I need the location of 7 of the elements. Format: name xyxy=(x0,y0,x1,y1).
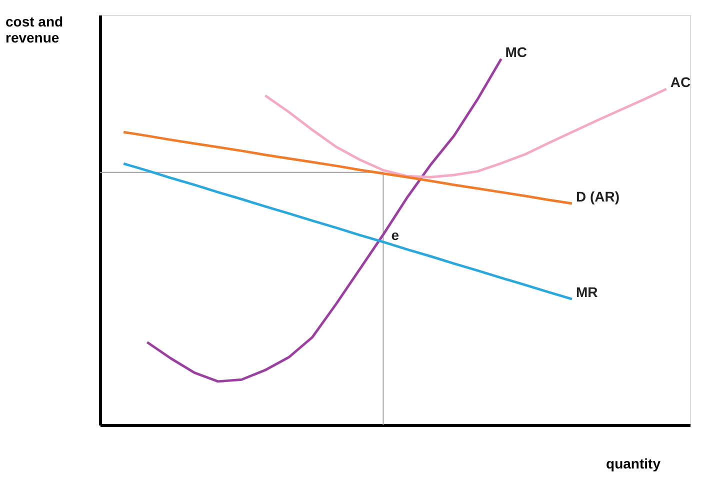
y-axis-title: cost and revenue xyxy=(6,14,64,46)
series-label: D (AR) xyxy=(576,188,620,205)
series-label: AC xyxy=(670,74,691,90)
series-label: MR xyxy=(576,284,598,300)
annotation: e xyxy=(391,226,400,243)
series-label: MC xyxy=(505,44,527,60)
x-axis-title: quantity xyxy=(606,456,661,472)
